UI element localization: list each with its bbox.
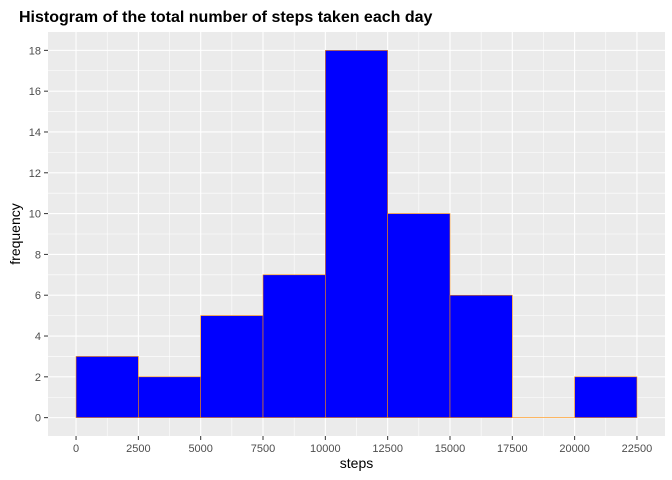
y-tick-label: 0 xyxy=(35,413,41,425)
x-tick-label: 5000 xyxy=(188,443,212,455)
y-axis-title: frequency xyxy=(7,203,23,264)
histogram-bars xyxy=(75,50,638,418)
histogram-bar xyxy=(574,376,638,418)
histogram-bar xyxy=(75,356,139,418)
histogram-bar xyxy=(262,274,326,418)
y-tick-label: 4 xyxy=(35,331,41,343)
x-tick-label: 0 xyxy=(73,443,79,455)
x-tick-label: 22500 xyxy=(622,443,653,455)
x-tick-label: 17500 xyxy=(497,443,528,455)
x-tick-label: 2500 xyxy=(126,443,150,455)
x-tick-label: 20000 xyxy=(559,443,590,455)
y-tick-label: 18 xyxy=(29,45,41,57)
x-axis-title: steps xyxy=(340,455,373,471)
x-tick-label: 12500 xyxy=(372,443,403,455)
y-tick-label: 12 xyxy=(29,168,41,180)
x-tick-label: 15000 xyxy=(435,443,466,455)
y-tick-label: 2 xyxy=(35,372,41,384)
x-axis: 0 2500 5000 7500 10000 12500 15000 17500 20000 22… xyxy=(73,436,652,455)
x-tick-label: 10000 xyxy=(310,443,341,455)
y-tick-label: 14 xyxy=(29,127,41,139)
chart-title: Histogram of the total number of steps t… xyxy=(19,9,433,26)
y-tick-label: 6 xyxy=(35,290,41,302)
histogram-bar xyxy=(387,213,451,418)
histogram-bar xyxy=(138,376,201,418)
y-tick-label: 16 xyxy=(29,86,41,98)
histogram-bar xyxy=(200,315,264,418)
histogram-bar xyxy=(325,50,388,418)
y-tick-label: 10 xyxy=(29,209,41,221)
histogram-bar xyxy=(449,294,513,418)
x-tick-label: 7500 xyxy=(251,443,275,455)
y-tick-label: 8 xyxy=(35,249,41,261)
y-axis: 0 2 4 6 8 10 12 14 16 18 xyxy=(29,45,48,425)
